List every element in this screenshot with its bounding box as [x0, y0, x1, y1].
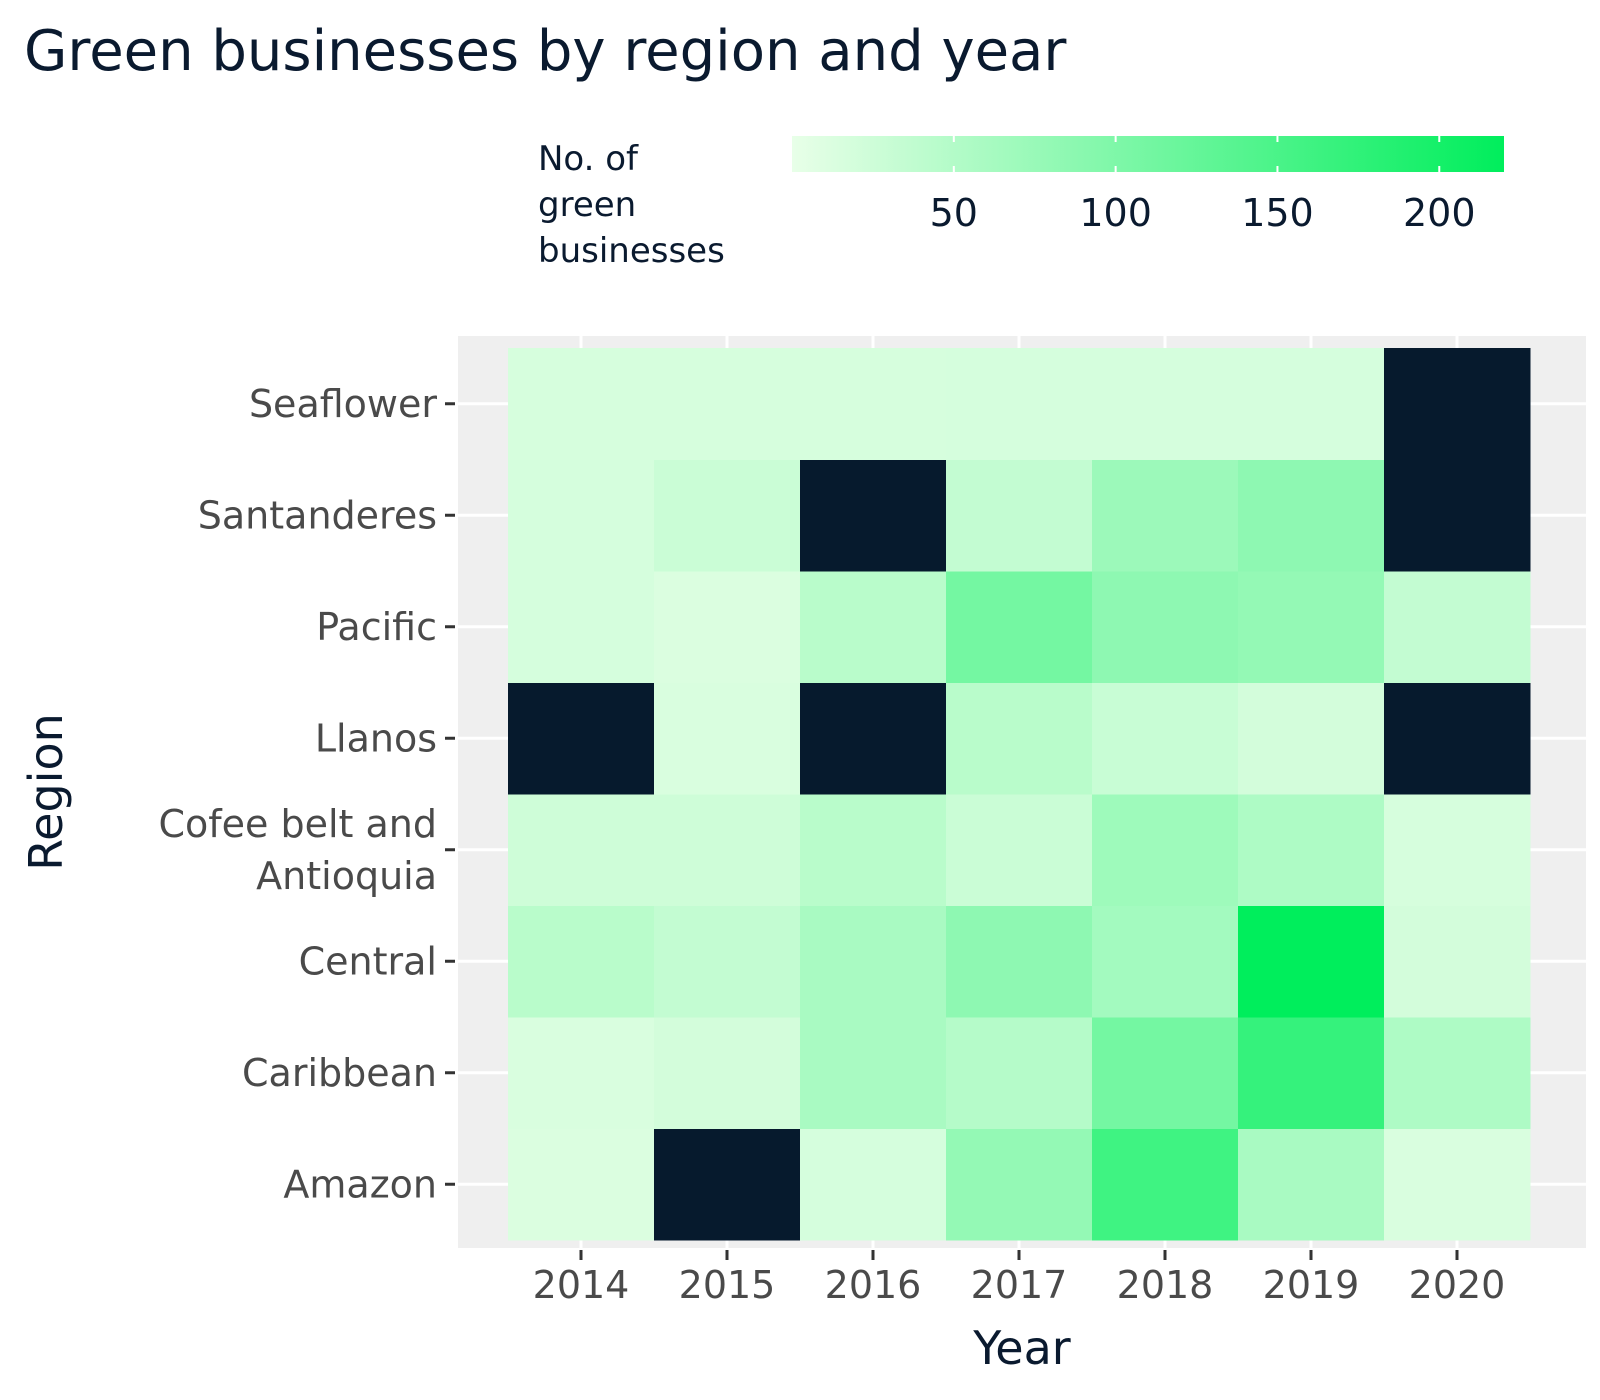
x-tick-label: 2016: [825, 1263, 922, 1307]
heatmap-cell: [800, 1128, 947, 1241]
heatmap-cell: [946, 794, 1093, 906]
legend-tick-label: 150: [1241, 191, 1314, 235]
heatmap-cell: [1238, 571, 1385, 683]
heatmap-cell: [800, 682, 947, 795]
heatmap-cell: [946, 1017, 1093, 1129]
heatmap-cells: [508, 348, 1531, 1241]
heatmap-cell: [1384, 905, 1531, 1018]
heatmap-cell: [800, 905, 947, 1018]
x-axis-title: Year: [972, 1321, 1070, 1375]
heatmap-cell: [1092, 905, 1239, 1018]
y-tick-label: Amazon: [283, 1162, 437, 1206]
heatmap-cell: [1092, 794, 1239, 906]
x-tick-label: 2018: [1117, 1263, 1214, 1307]
y-tick-label: Seaflower: [249, 382, 437, 426]
heatmap-cell: [1384, 794, 1531, 906]
heatmap-cell: [1238, 348, 1385, 460]
chart-title: Green businesses by region and year: [24, 19, 1067, 84]
heatmap-cell: [654, 459, 801, 572]
y-tick-label: Cofee belt and Antioquia: [158, 802, 437, 898]
heatmap-cell: [654, 682, 801, 795]
heatmap-cell: [800, 459, 947, 572]
heatmap-cell: [508, 459, 655, 572]
heatmap-cell: [654, 905, 801, 1018]
heatmap-cell: [654, 1017, 801, 1129]
heatmap-cell: [1092, 1128, 1239, 1241]
y-tick-label: Llanos: [315, 716, 437, 760]
heatmap-cell: [800, 348, 947, 460]
heatmap-cell: [1238, 1128, 1385, 1241]
heatmap-cell: [508, 682, 655, 795]
legend-tick-label: 50: [930, 191, 978, 235]
heatmap-cell: [1092, 348, 1239, 460]
heatmap-cell: [1238, 905, 1385, 1018]
y-tick-label: Central: [299, 939, 437, 983]
heatmap-cell: [1384, 1128, 1531, 1241]
heatmap-cell: [654, 348, 801, 460]
heatmap-cell: [508, 571, 655, 683]
heatmap-cell: [508, 348, 655, 460]
heatmap-cell: [946, 682, 1093, 795]
heatmap-cell: [946, 571, 1093, 683]
x-tick-label: 2014: [533, 1263, 630, 1307]
heatmap-cell: [654, 571, 801, 683]
heatmap-cell: [800, 571, 947, 683]
x-tick-label: 2017: [971, 1263, 1068, 1307]
heatmap-cell: [1092, 1017, 1239, 1129]
legend-title: No. of green businesses: [538, 139, 725, 271]
heatmap-cell: [1384, 348, 1531, 460]
heatmap-cell: [508, 1128, 655, 1241]
heatmap-cell: [654, 1128, 801, 1241]
legend-tick-label: 100: [1079, 191, 1152, 235]
x-tick-label: 2019: [1263, 1263, 1360, 1307]
heatmap-cell: [1092, 459, 1239, 572]
legend-tick-label: 200: [1403, 191, 1476, 235]
y-tick-label: Pacific: [316, 605, 437, 649]
heatmap-cell: [1238, 794, 1385, 906]
x-tick-label: 2020: [1409, 1263, 1506, 1307]
heatmap-cell: [946, 1128, 1093, 1241]
y-tick-label: Santanderes: [198, 493, 437, 537]
heatmap-cell: [946, 905, 1093, 1018]
heatmap-cell: [508, 794, 655, 906]
heatmap-cell: [1238, 1017, 1385, 1129]
heatmap-cell: [946, 348, 1093, 460]
heatmap-cell: [1384, 682, 1531, 795]
heatmap-cell: [508, 905, 655, 1018]
heatmap-cell: [1384, 571, 1531, 683]
heatmap-cell: [1092, 682, 1239, 795]
heatmap-cell: [1092, 571, 1239, 683]
legend-colorbar: [792, 136, 1504, 172]
heatmap-cell: [1238, 682, 1385, 795]
y-axis-title: Region: [19, 713, 73, 870]
heatmap-cell: [654, 794, 801, 906]
heatmap-cell: [946, 459, 1093, 572]
y-axis: Amazon Caribbean Central Cofee belt and Anti…: [158, 382, 455, 1206]
x-axis: 2014 2015 2016 2017 2018 2019 2020: [533, 1250, 1506, 1307]
x-tick-label: 2015: [679, 1263, 776, 1307]
heatmap-cell: [1384, 459, 1531, 572]
heatmap-cell: [1384, 1017, 1531, 1129]
heatmap-cell: [508, 1017, 655, 1129]
heatmap-cell: [1238, 459, 1385, 572]
legend: No. of green businesses 50 100 150 200: [538, 136, 1504, 271]
y-tick-label: Caribbean: [242, 1051, 437, 1095]
heatmap-cell: [800, 794, 947, 906]
heatmap-cell: [800, 1017, 947, 1129]
